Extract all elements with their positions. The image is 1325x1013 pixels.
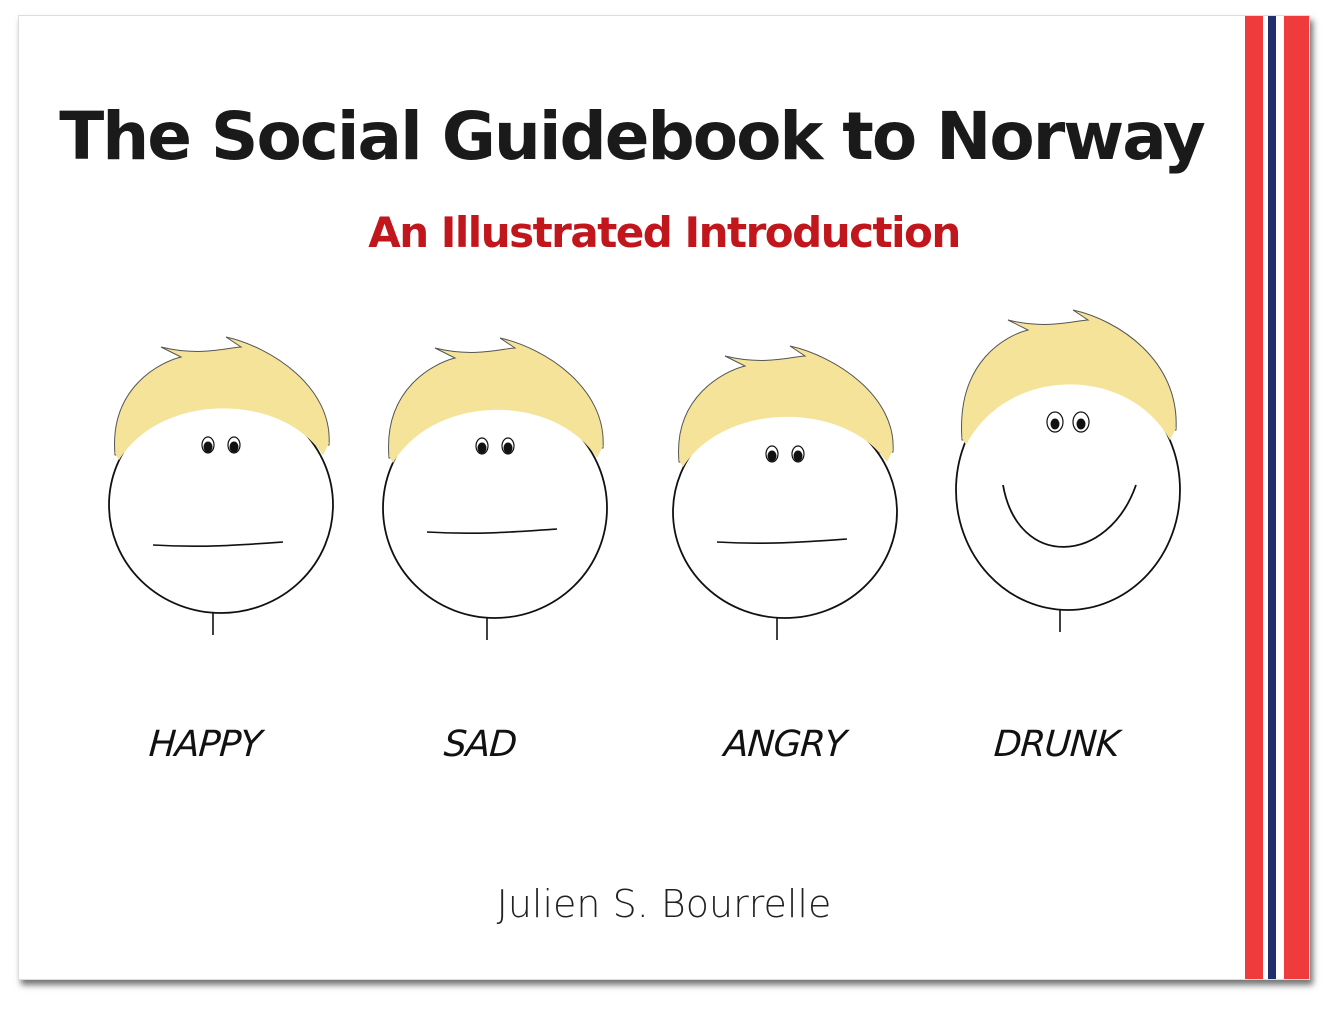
hair-fringe	[679, 395, 893, 467]
book-author: Julien S. Bourrelle	[496, 882, 832, 926]
book-subtitle: An Illustrated Introduction	[368, 208, 961, 257]
flag-stripe-blue	[1268, 16, 1276, 979]
hair-fringe	[389, 388, 603, 463]
pupil	[767, 450, 777, 462]
pupil	[229, 441, 239, 453]
mouth-flat	[716, 538, 848, 545]
pupil	[1076, 418, 1086, 430]
flag-stripe-red	[1284, 16, 1309, 979]
mouth-smile	[1002, 484, 1137, 548]
flag-stripe-red	[1245, 16, 1263, 979]
mouth-flat	[152, 541, 284, 548]
pupil	[203, 441, 213, 453]
hair-fringe	[115, 387, 329, 460]
pupil	[793, 450, 803, 462]
mouth-flat	[426, 528, 558, 535]
book-title: The Social Guidebook to Norway	[59, 98, 1206, 175]
pupil	[477, 442, 487, 454]
hair-fringe	[962, 363, 1176, 445]
pupil	[503, 442, 513, 454]
pupil	[1050, 418, 1060, 430]
